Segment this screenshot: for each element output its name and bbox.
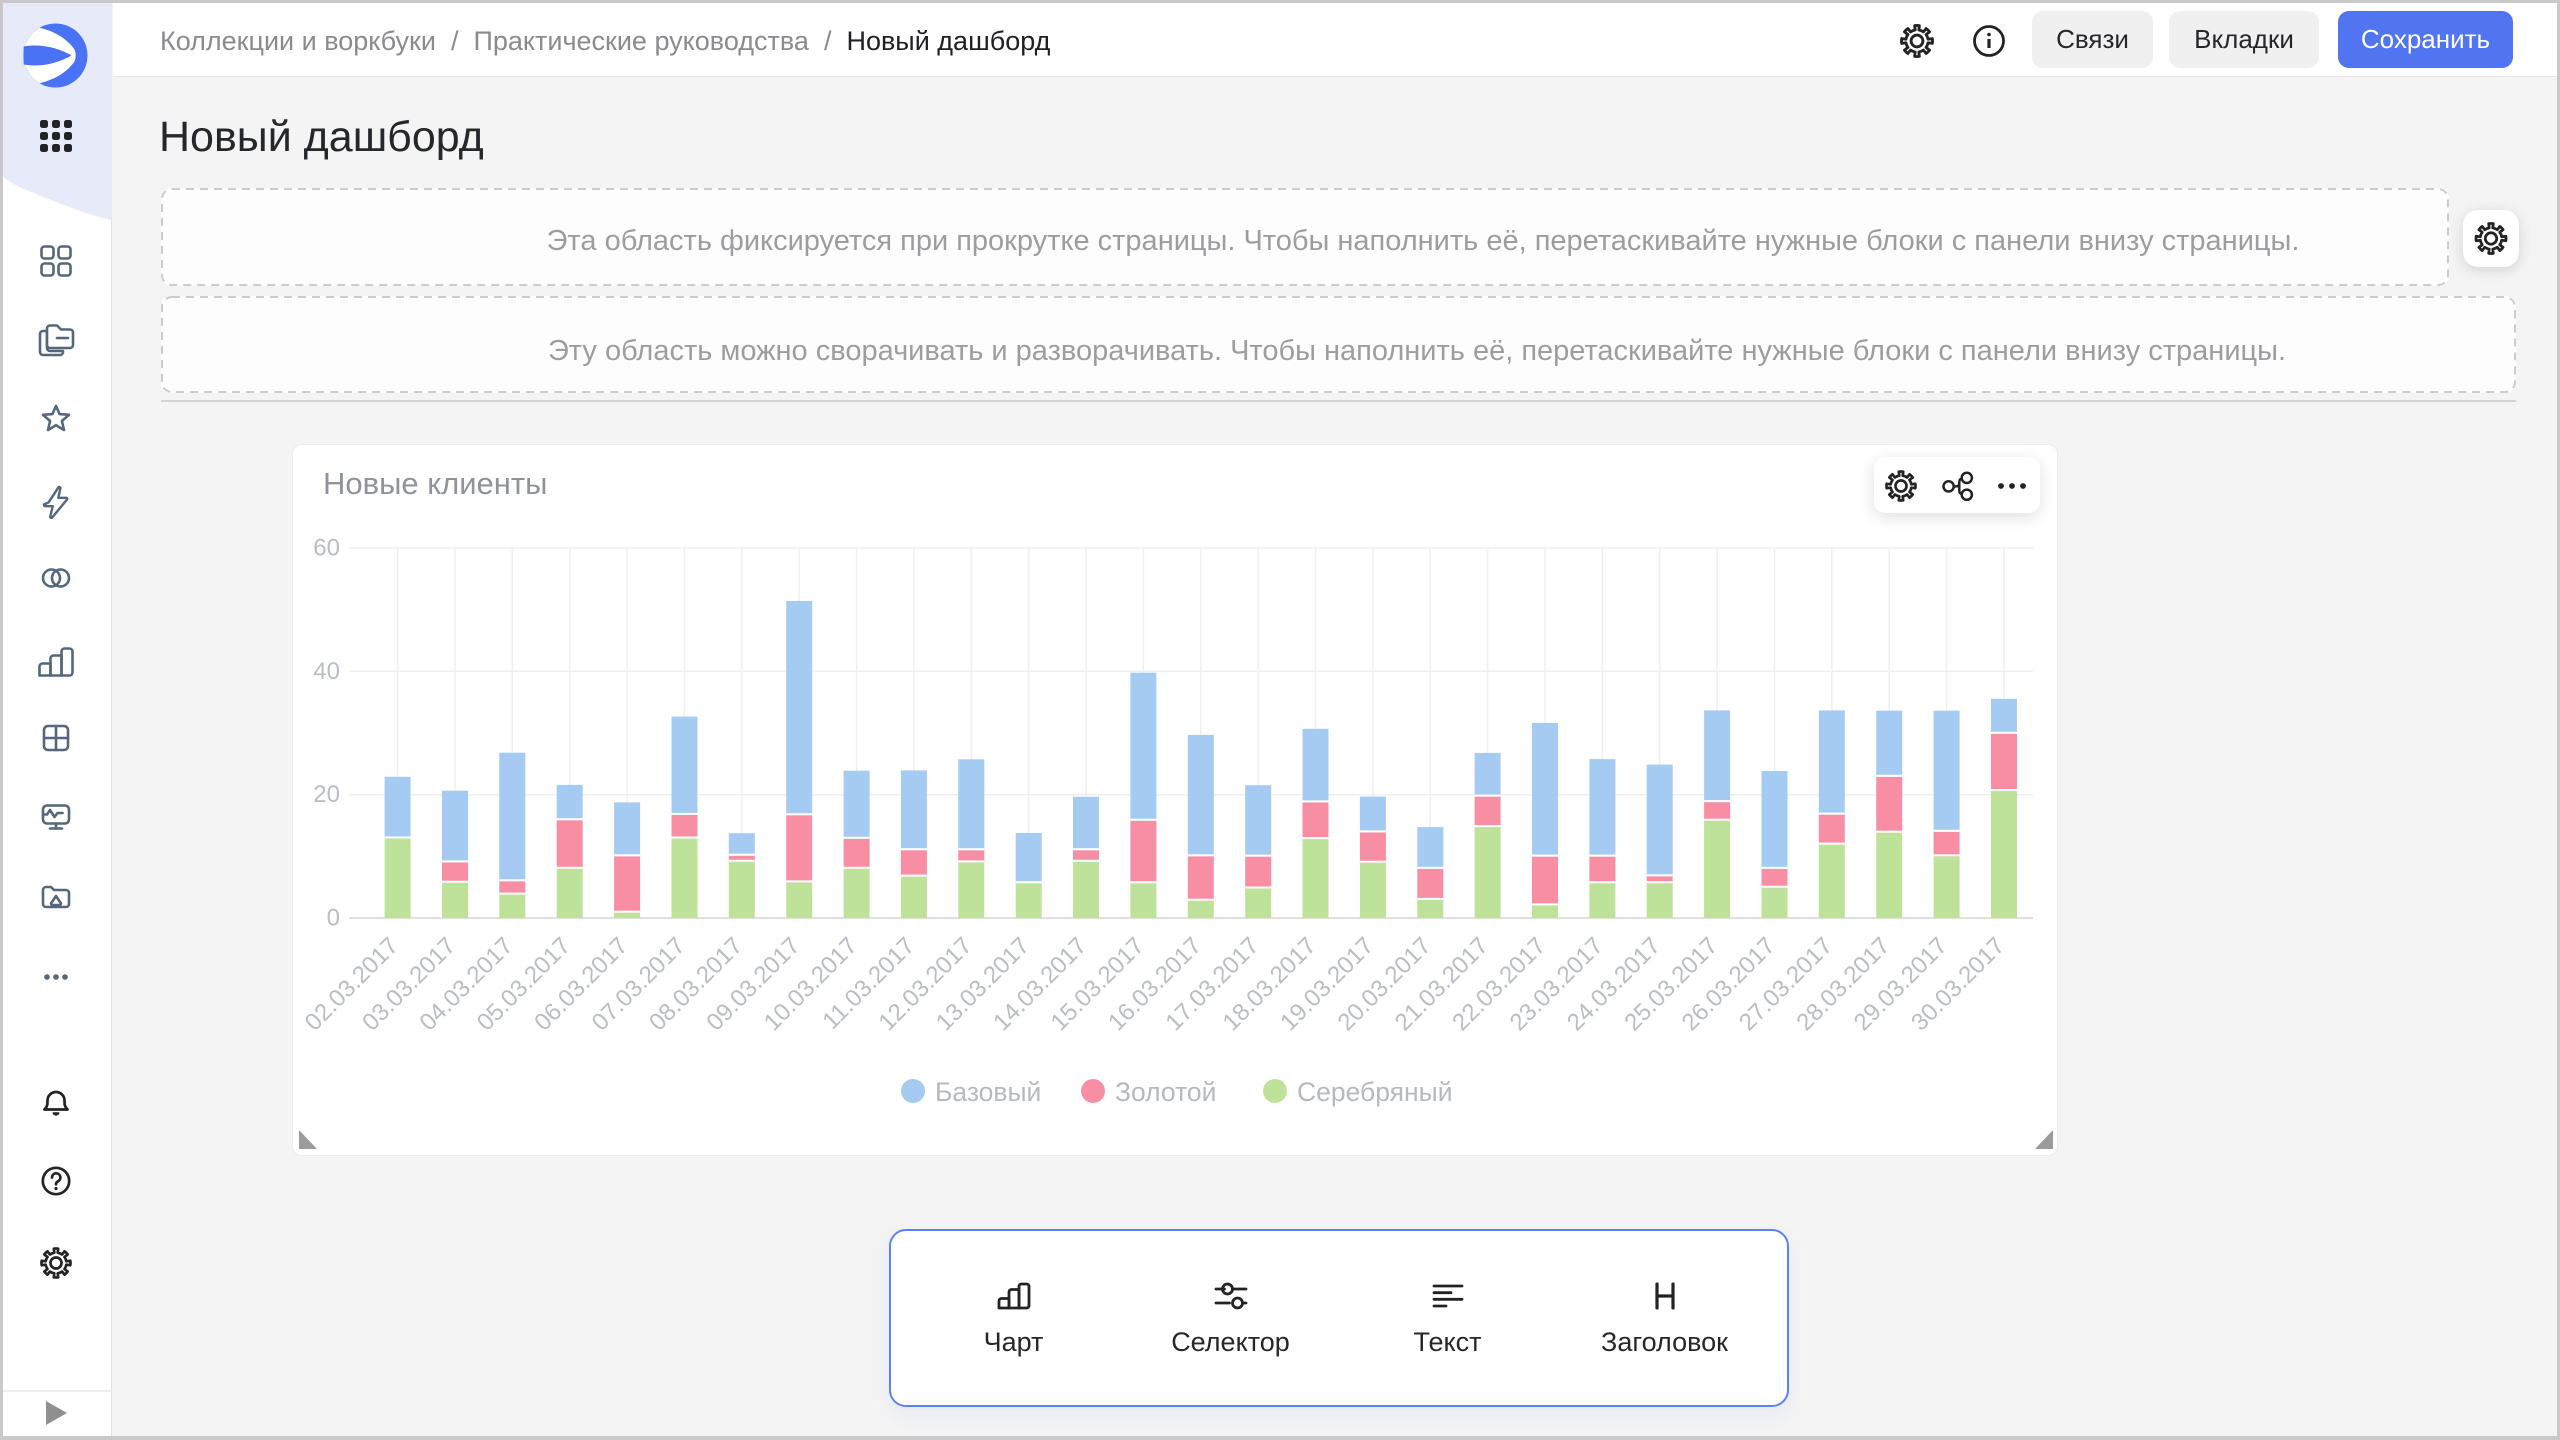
svg-text:20: 20 xyxy=(313,781,340,808)
svg-text:60: 60 xyxy=(313,535,340,562)
svg-text:Новые клиенты: Новые клиенты xyxy=(323,466,547,501)
svg-text:0: 0 xyxy=(327,905,340,932)
svg-text:Золотой: Золотой xyxy=(1115,1077,1216,1107)
svg-text:Серебряный: Серебряный xyxy=(1297,1077,1453,1107)
svg-text:40: 40 xyxy=(313,658,340,685)
svg-text:Базовый: Базовый xyxy=(935,1077,1041,1107)
